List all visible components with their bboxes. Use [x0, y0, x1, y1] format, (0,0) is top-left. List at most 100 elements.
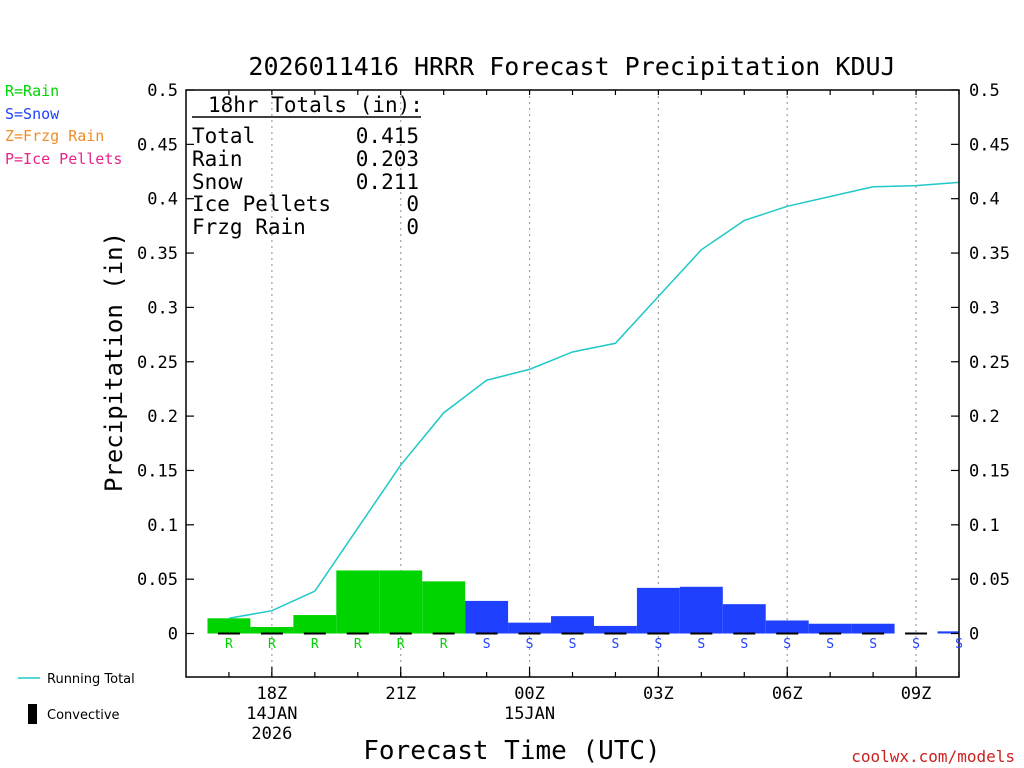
totals-label-snow: Snow: [192, 170, 243, 194]
legend-ice-pellets: P=Ice Pellets: [5, 150, 122, 168]
y-tick-layer: 0 00.05 0.050.1 0.10.15 0.150.2 0.20.25 0.250.…: [137, 81, 1010, 645]
totals-value-rain: 0.203: [356, 147, 419, 171]
precip-bar-11: [679, 586, 723, 634]
type-marker-33: S: [912, 637, 920, 652]
bar-layer: [207, 570, 959, 634]
precip-bar-12: [722, 604, 766, 634]
totals-value-snow: 0.211: [356, 170, 419, 194]
totals-box: 18hr Totals (in): Total 0.415 Rain 0.203…: [192, 93, 423, 239]
y-tick-label-right-8: 0.4: [969, 190, 1000, 210]
precip-bar-8: [551, 616, 594, 634]
legend-convective: Convective: [47, 708, 120, 723]
series-legend: Running Total Convective: [18, 672, 135, 724]
type-marker-19: R: [311, 637, 319, 652]
legend-rain: R=Rain: [5, 82, 59, 100]
x-tick-label-18-2: 2026: [251, 724, 292, 744]
precip-bar-15: [851, 623, 895, 634]
type-marker-32: S: [869, 637, 877, 652]
totals-value-ice-pellets: 0: [406, 192, 419, 216]
totals-heading: 18hr Totals (in):: [208, 93, 423, 117]
type-marker-29: S: [740, 637, 748, 652]
legend-frzg-rain: Z=Frzg Rain: [5, 127, 104, 145]
precip-bar-0: [207, 618, 251, 634]
y-tick-label-right-7: 0.35: [969, 244, 1010, 264]
totals-label-total: Total: [192, 124, 255, 148]
credit-text: coolwx.com/models: [851, 747, 1015, 766]
y-tick-label-right-10: 0.5: [969, 81, 1000, 101]
precip-bar-9: [593, 625, 637, 634]
y-tick-label-left-9: 0.45: [137, 135, 178, 155]
totals-value-frzg-rain: 0: [406, 215, 419, 239]
x-tick-label-33-0: 09Z: [901, 684, 932, 704]
y-tick-label-left-10: 0.5: [147, 81, 178, 101]
x-tick-label-30-0: 06Z: [772, 684, 803, 704]
x-tick-label-18-0: 18Z: [257, 684, 288, 704]
type-legend: R=Rain S=Snow Z=Frzg Rain P=Ice Pellets: [5, 82, 122, 168]
precip-bar-10: [636, 587, 680, 634]
precip-bar-2: [293, 615, 337, 634]
type-marker-30: S: [783, 637, 791, 652]
type-marker-23: S: [483, 637, 491, 652]
totals-value-total: 0.415: [356, 124, 419, 148]
type-marker-17: R: [225, 637, 233, 652]
precip-bar-17: [937, 631, 959, 634]
x-tick-label-21-0: 21Z: [385, 684, 416, 704]
y-tick-label-left-4: 0.2: [147, 407, 178, 427]
precip-bar-1: [250, 626, 294, 634]
y-tick-label-right-6: 0.3: [969, 298, 1000, 318]
totals-label-frzg-rain: Frzg Rain: [192, 215, 306, 239]
precip-bar-7: [508, 622, 552, 634]
totals-label-rain: Rain: [192, 147, 243, 171]
x-tick-label-18-1: 14JAN: [246, 704, 297, 724]
y-tick-label-right-2: 0.1: [969, 516, 1000, 536]
precip-bar-6: [465, 600, 509, 634]
chart-title: 2026011416 HRRR Forecast Precipitation K…: [248, 52, 895, 81]
legend-snow: S=Snow: [5, 105, 60, 123]
grid-layer: [271, 90, 917, 677]
type-marker-20: R: [354, 637, 362, 652]
y-tick-label-left-7: 0.35: [137, 244, 178, 264]
type-marker-27: S: [654, 637, 662, 652]
y-tick-label-right-0: 0: [969, 625, 979, 645]
y-tick-label-left-2: 0.1: [147, 516, 178, 536]
precip-bar-14: [808, 623, 852, 634]
y-tick-label-left-5: 0.25: [137, 353, 178, 373]
x-tick-label-24-1: 15JAN: [504, 704, 555, 724]
y-tick-label-right-9: 0.45: [969, 135, 1010, 155]
totals-label-ice-pellets: Ice Pellets: [192, 192, 331, 216]
y-tick-label-left-0: 0: [168, 625, 178, 645]
x-axis-label: Forecast Time (UTC): [363, 736, 660, 766]
type-marker-24: S: [526, 637, 534, 652]
type-marker-22: R: [440, 637, 448, 652]
y-tick-label-left-6: 0.3: [147, 298, 178, 318]
running-total-layer: [228, 181, 960, 620]
precip-bar-13: [765, 620, 809, 634]
type-marker-28: S: [697, 637, 705, 652]
y-tick-label-right-4: 0.2: [969, 407, 1000, 427]
y-tick-label-right-5: 0.25: [969, 353, 1010, 373]
x-tick-label-24-0: 00Z: [514, 684, 545, 704]
y-axis-label: Precipitation (in): [100, 232, 128, 492]
precip-bar-3: [336, 570, 380, 634]
y-tick-label-right-3: 0.15: [969, 461, 1010, 481]
running-total-line: [228, 181, 960, 620]
type-marker-18: R: [268, 637, 276, 652]
type-marker-25: S: [569, 637, 577, 652]
precip-bar-5: [422, 581, 466, 634]
x-tick-label-27-0: 03Z: [643, 684, 674, 704]
type-marker-26: S: [612, 637, 620, 652]
precip-bar-4: [379, 570, 423, 634]
y-tick-label-left-3: 0.15: [137, 461, 178, 481]
y-tick-label-right-1: 0.05: [969, 570, 1010, 590]
legend-convective-swatch: [28, 704, 37, 724]
y-tick-label-left-8: 0.4: [147, 190, 178, 210]
type-marker-34: S: [955, 637, 963, 652]
type-marker-31: S: [826, 637, 834, 652]
type-marker-21: R: [397, 637, 405, 652]
y-tick-label-left-1: 0.05: [137, 570, 178, 590]
legend-running-total: Running Total: [47, 672, 135, 687]
